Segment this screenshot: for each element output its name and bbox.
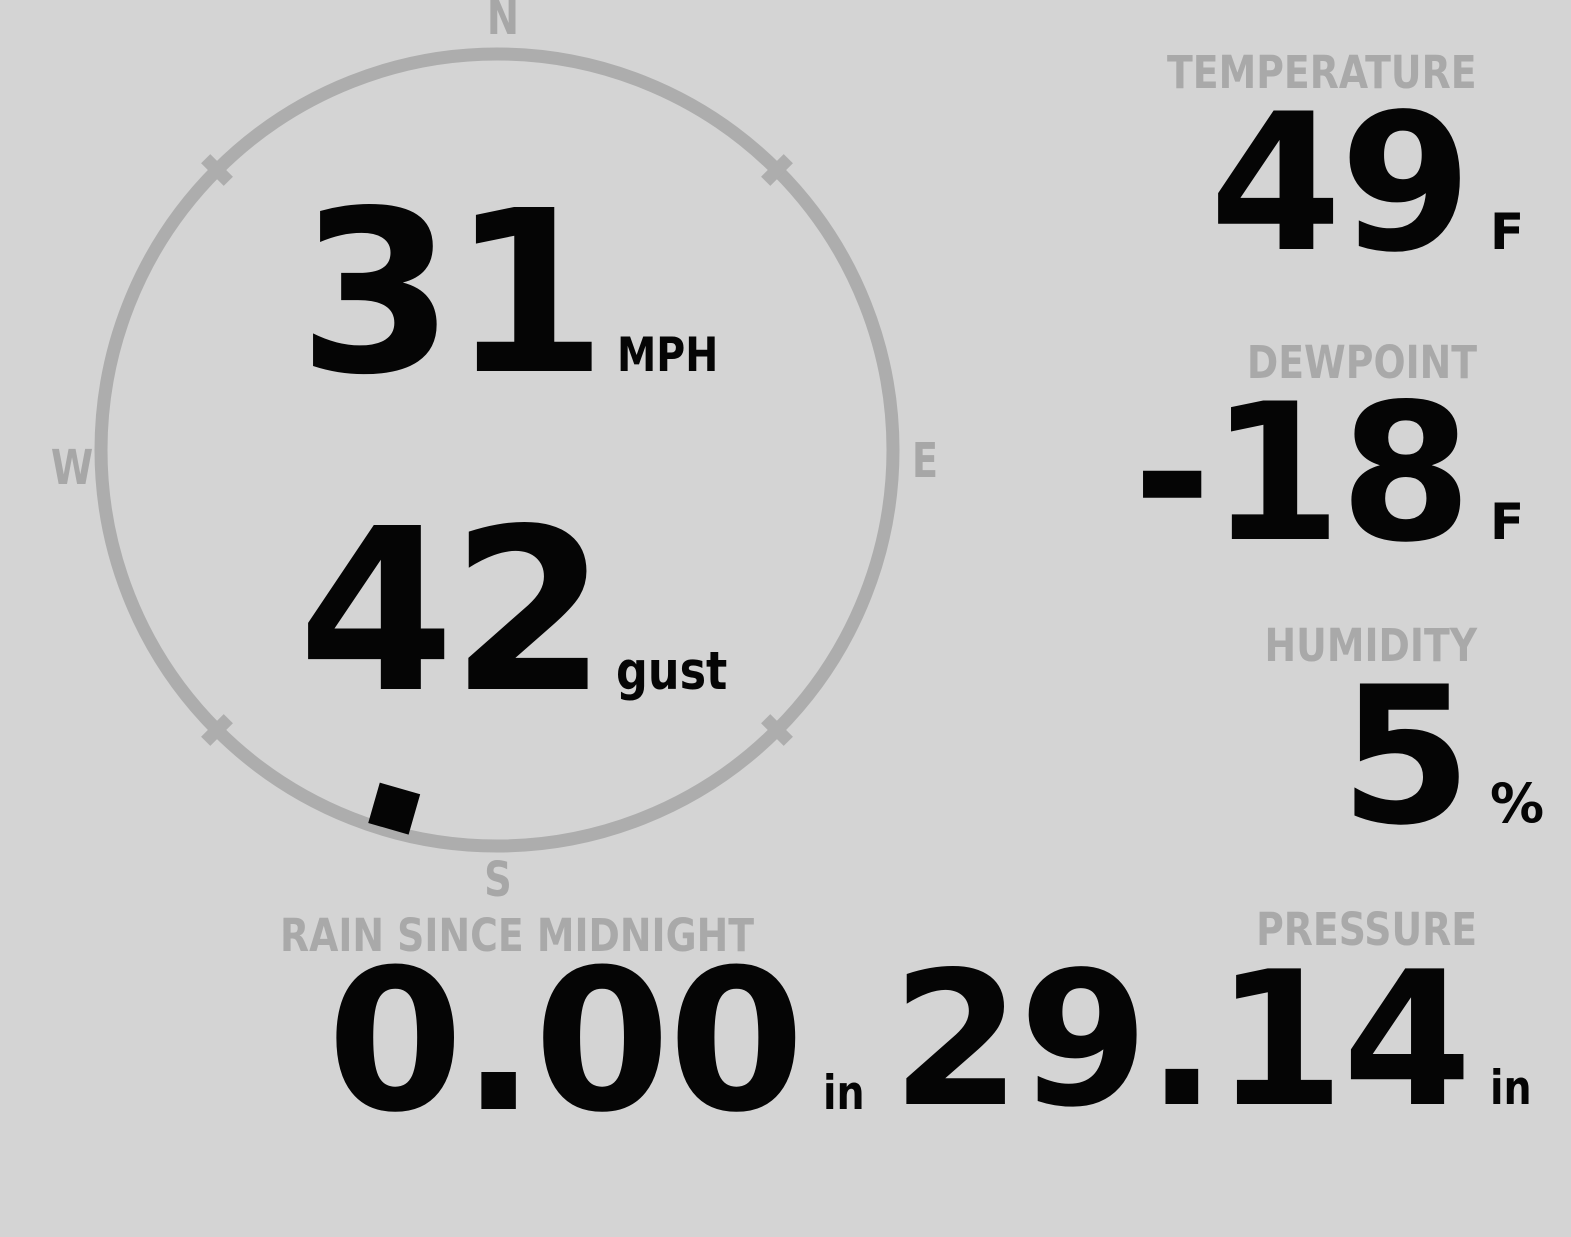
wind-gust-value: 42 xyxy=(298,481,607,743)
wind-direction-marker xyxy=(368,782,421,835)
compass-tick-se xyxy=(761,714,793,746)
compass-tick-nw xyxy=(201,154,233,186)
humidity-label: HUMIDITY xyxy=(1264,619,1477,672)
dewpoint-unit: F xyxy=(1490,493,1525,551)
humidity-value-row: 5 % xyxy=(1340,662,1548,852)
compass-label-east: E xyxy=(911,433,939,489)
pressure-label: PRESSURE xyxy=(1255,903,1477,956)
wind-speed-value: 31 xyxy=(298,163,607,425)
compass-tick-ne xyxy=(761,154,793,186)
compass-ticks xyxy=(201,154,793,746)
rain-unit: in xyxy=(822,1066,865,1121)
wind-gust-unit: gust xyxy=(616,641,728,702)
compass-label-west: W xyxy=(50,440,94,496)
compass-label-south: S xyxy=(484,852,512,908)
compass-ring xyxy=(94,47,900,853)
humidity-unit: % xyxy=(1490,772,1545,835)
dewpoint-value: -18 xyxy=(1132,363,1472,584)
wind-speed-unit: MPH xyxy=(617,328,719,383)
dewpoint-value-row: -18 F xyxy=(1133,379,1548,569)
compass-label-north: N xyxy=(486,0,520,46)
rain-value-row: 0.00 in xyxy=(327,944,881,1140)
humidity-value: 5 xyxy=(1339,646,1472,867)
temperature-value: 49 xyxy=(1209,73,1472,294)
wind-gust-row: 42 gust xyxy=(298,500,749,725)
wind-speed-row: 31 MPH xyxy=(298,182,738,407)
pressure-unit: in xyxy=(1490,1061,1532,1116)
pressure-value-row: 29.14 in xyxy=(892,947,1548,1133)
dewpoint-label: DEWPOINT xyxy=(1246,336,1477,389)
temperature-value-row: 49 F xyxy=(1210,89,1548,279)
temperature-label: TEMPERATURE xyxy=(1167,46,1477,99)
pressure-value: 29.14 xyxy=(891,931,1472,1148)
temperature-unit: F xyxy=(1490,203,1525,261)
rain-value: 0.00 xyxy=(327,928,805,1156)
compass-tick-sw xyxy=(201,714,233,746)
rain-label: RAIN SINCE MIDNIGHT xyxy=(279,909,755,962)
